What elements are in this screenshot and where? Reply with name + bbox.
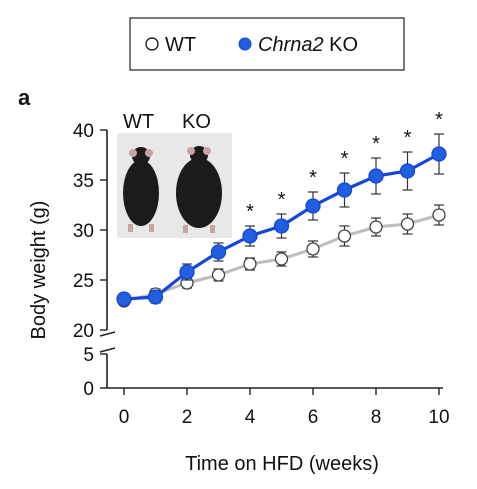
legend-ko-suffix: KO: [324, 34, 358, 56]
legend-ko-marker: [238, 37, 252, 51]
legend-ko-gene: Chrna2: [258, 34, 324, 56]
x-tick-label: 2: [182, 407, 193, 428]
x-tick-label: 0: [119, 407, 130, 428]
y-tick-label: 5: [83, 345, 94, 366]
axis-break-mark-bottom: [99, 347, 116, 353]
legend-wt-label: WT: [165, 34, 196, 56]
inset-label-wt: WT: [123, 111, 154, 133]
data-point-ko: [242, 228, 258, 244]
data-point-ko: [431, 146, 447, 162]
panel-letter: a: [18, 85, 31, 110]
y-tick-label: 25: [73, 271, 94, 292]
x-axis-label: Time on HFD (weeks): [185, 453, 379, 475]
data-point-wt: [306, 242, 320, 256]
y-tick-label: 40: [73, 121, 94, 142]
inset-label-ko: KO: [182, 111, 211, 133]
significance-star: *: [341, 148, 349, 170]
data-point-ko: [305, 198, 321, 214]
x-tick-label: 10: [428, 407, 449, 428]
significance-star: *: [404, 127, 412, 149]
series-layer: [116, 133, 447, 308]
series-ko: [116, 133, 447, 307]
inset-photo: [117, 133, 232, 238]
data-point-ko: [116, 291, 132, 307]
data-point-wt: [432, 208, 446, 222]
data-point-wt: [274, 252, 289, 266]
data-point-wt: [400, 217, 415, 231]
data-point-ko: [336, 182, 353, 198]
significance-star: *: [435, 109, 443, 131]
significance-layer: * * * * * * *: [246, 109, 443, 223]
y-tick-label: 20: [73, 321, 94, 342]
legend-ko-text: Chrna2 KO: [258, 34, 358, 56]
data-point-wt: [369, 220, 383, 234]
wt-mouse-icon: [123, 147, 159, 232]
data-point-ko: [399, 163, 416, 179]
x-tick-label: 6: [308, 407, 319, 428]
data-point-ko: [273, 218, 290, 234]
data-point-ko: [210, 244, 227, 260]
legend-wt-marker: [145, 37, 159, 51]
significance-star: *: [309, 167, 317, 189]
y-tick-label: 30: [73, 221, 94, 242]
significance-star: *: [278, 189, 286, 211]
y-tick-label: 0: [83, 379, 94, 400]
ko-mouse-icon: [176, 146, 222, 233]
data-point-wt: [243, 257, 257, 271]
axis-break-mark-top: [99, 331, 116, 337]
data-point-ko: [147, 289, 164, 305]
legend: WT Chrna2 KO: [129, 17, 405, 71]
data-point-ko: [179, 264, 195, 280]
x-tick-label: 8: [371, 407, 382, 428]
data-point-wt: [337, 229, 352, 243]
y-axis-label: Body weight (g): [28, 201, 50, 340]
y-tick-label: 35: [73, 171, 94, 192]
legend-box: [129, 17, 405, 71]
x-tick-label: 4: [245, 407, 256, 428]
significance-star: *: [372, 133, 380, 155]
data-point-ko: [368, 168, 384, 184]
data-point-wt: [211, 268, 226, 282]
significance-star: *: [246, 201, 254, 223]
axis-ticks: 0 2 4 6 8 10 20 25 30 35 40 0 5: [73, 121, 450, 428]
